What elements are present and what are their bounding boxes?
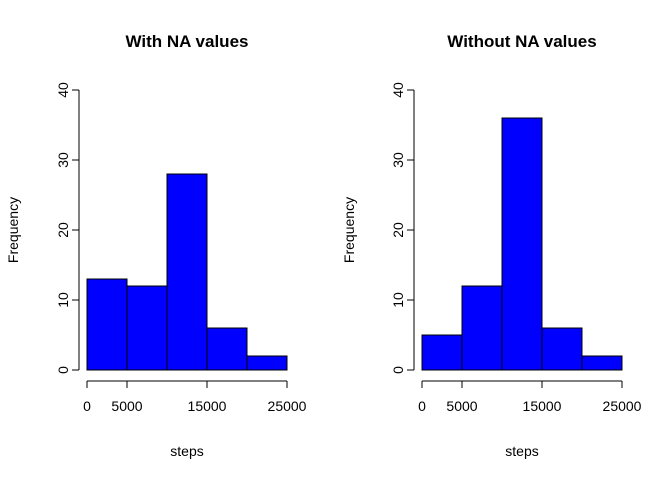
y-tick-label: 0 — [390, 366, 406, 374]
histogram-bar — [461, 285, 503, 371]
chart-title: Without NA values — [447, 32, 596, 51]
x-tick-label: 5000 — [111, 398, 142, 414]
y-tick-label: 40 — [55, 82, 71, 98]
x-tick-label: 15000 — [188, 398, 227, 414]
x-tick-label: 0 — [83, 398, 91, 414]
y-tick-label: 30 — [390, 152, 406, 168]
x-tick-label: 0 — [418, 398, 426, 414]
histogram-bar — [501, 117, 543, 371]
y-tick-label: 10 — [390, 292, 406, 308]
y-tick-label: 30 — [55, 152, 71, 168]
histogram-bar — [541, 327, 583, 371]
y-axis-label: Frequency — [5, 197, 21, 263]
histogram-bar — [166, 173, 208, 371]
x-tick-label: 5000 — [446, 398, 477, 414]
x-tick-label: 25000 — [603, 398, 642, 414]
histogram-bar — [246, 355, 288, 371]
x-axis-label: steps — [170, 443, 203, 459]
histogram-panel-without-na: Without NA values steps Frequency 0 10 20 3… — [341, 32, 642, 459]
y-tick-label: 20 — [390, 222, 406, 238]
histogram-bar — [421, 334, 463, 371]
y-axis-label: Frequency — [341, 197, 357, 263]
x-tick-label: 15000 — [523, 398, 562, 414]
y-tick-label: 10 — [55, 292, 71, 308]
histogram-bar — [86, 278, 128, 371]
y-tick-label: 0 — [55, 366, 71, 374]
histogram-bar — [581, 355, 623, 371]
y-tick-label: 20 — [55, 222, 71, 238]
x-tick-label: 25000 — [268, 398, 307, 414]
histogram-bar — [126, 285, 168, 371]
x-axis-label: steps — [505, 443, 538, 459]
histogram-panel-with-na: With NA values steps Frequency 0 10 20 30 40… — [5, 32, 307, 459]
chart-title: With NA values — [126, 32, 249, 51]
y-tick-label: 40 — [390, 82, 406, 98]
histogram-bar — [206, 327, 248, 371]
